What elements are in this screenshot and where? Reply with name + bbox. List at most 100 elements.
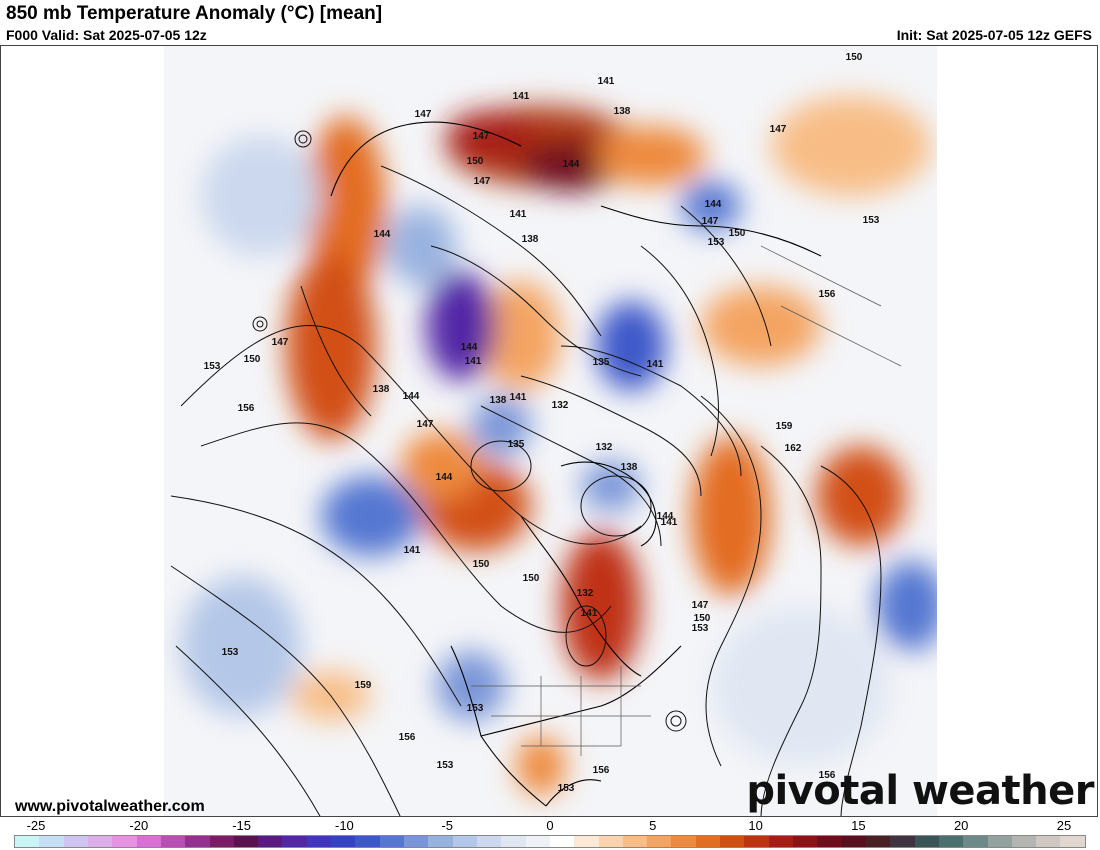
contour-labels: 150 141 141 147 138 147 147 150 147 144 144 141 147 1…: [204, 52, 880, 794]
contour-label: 141: [404, 545, 421, 556]
contour-label: 141: [510, 392, 527, 403]
colorbar-swatch: [841, 836, 866, 847]
colorbar-swatch: [379, 836, 404, 847]
contour-label: 141: [581, 608, 598, 619]
contour-label: 150: [694, 613, 711, 624]
contour-label: 147: [415, 109, 432, 120]
colorbar-swatch: [1036, 836, 1061, 847]
contour-label: 132: [596, 442, 613, 453]
contour-label: 156: [819, 770, 836, 781]
contour-label: 147: [692, 600, 709, 611]
contour-label: 132: [577, 588, 594, 599]
contour-label: 159: [776, 421, 793, 432]
colorbar-swatch: [1011, 836, 1037, 847]
colorbar-swatch: [112, 836, 137, 847]
colorbar-tick-label: -20: [129, 818, 149, 833]
colorbar-swatch: [890, 836, 915, 847]
contour-label: 156: [399, 732, 416, 743]
contour-label: 144: [403, 391, 420, 402]
colorbar-ticks: -25 -20 -15 -10 -5 0 5 10 15 20 25: [0, 818, 1100, 834]
colorbar-tick-label: 25: [1056, 818, 1072, 833]
colorbar-swatch: [355, 836, 380, 847]
contour-label: 147: [474, 176, 491, 187]
map-title: 850 mb Temperature Anomaly (°C) [mean]: [6, 3, 383, 24]
contour-label: 144: [563, 159, 580, 170]
contour-label: 150: [846, 52, 863, 63]
contour-label: 138: [614, 106, 631, 117]
colorbar-swatch: [914, 836, 939, 847]
colorbar-swatch: [549, 836, 575, 847]
colorbar-swatch: [768, 836, 793, 847]
contour-label: 132: [552, 400, 569, 411]
contour-label: 156: [593, 765, 610, 776]
contour-label: 135: [593, 357, 610, 368]
colorbar-swatch: [574, 836, 599, 847]
colorbar-swatch: [598, 836, 623, 847]
colorbar-swatch: [525, 836, 550, 847]
contour-label: 141: [513, 91, 530, 102]
contour-label: 153: [692, 623, 709, 634]
contour-label: 162: [785, 443, 802, 454]
contour-label: 147: [272, 337, 289, 348]
contour-label: 153: [204, 361, 221, 372]
colorbar-tick-label: 15: [851, 818, 866, 833]
colorbar: [14, 835, 1086, 848]
contour-label: 150: [523, 573, 540, 584]
map-frame: 150 141 141 147 138 147 147 150 147 144 144 141 147 1…: [0, 45, 1098, 817]
contour-label: 153: [222, 647, 239, 658]
anomaly-map: 150 141 141 147 138 147 147 150 147 144 144 141 147 1…: [164, 46, 937, 816]
colorbar-swatch: [671, 836, 696, 847]
colorbar-swatch: [501, 836, 526, 847]
contour-label: 144: [436, 472, 453, 483]
colorbar-swatch: [331, 836, 356, 847]
contour-label: 153: [863, 215, 880, 226]
colorbar-tick-label: 0: [546, 818, 554, 833]
contour-label: 141: [510, 209, 527, 220]
contour-label: 138: [490, 395, 507, 406]
contour-label: 141: [465, 356, 482, 367]
contour-label: 156: [238, 403, 255, 414]
colorbar-swatch: [258, 836, 283, 847]
contour-label: 144: [461, 342, 478, 353]
contour-label: 144: [657, 511, 674, 522]
colorbar-swatch: [87, 836, 113, 847]
contour-label: 153: [558, 783, 575, 794]
colorbar-swatch: [938, 836, 964, 847]
contour-label: 150: [473, 559, 490, 570]
colorbar-swatch: [695, 836, 721, 847]
colorbar-swatch: [39, 836, 64, 847]
colorbar-swatch: [136, 836, 161, 847]
colorbar-swatch: [160, 836, 186, 847]
colorbar-swatch: [209, 836, 234, 847]
contour-label: 147: [473, 131, 490, 142]
height-contours: [170, 130, 882, 816]
contour-label: 144: [374, 229, 391, 240]
colorbar-swatch: [63, 836, 88, 847]
colorbar-tick-label: 5: [649, 818, 657, 833]
coastlines: [330, 121, 822, 807]
website-label[interactable]: www.pivotalweather.com: [15, 798, 205, 815]
colorbar-swatch: [476, 836, 502, 847]
colorbar-swatch: [404, 836, 429, 847]
contour-label: 156: [819, 289, 836, 300]
brand-logo: pivotal weather: [746, 768, 1094, 814]
colorbar-swatch: [720, 836, 745, 847]
contour-label: 141: [598, 76, 615, 87]
colorbar-tick-label: -25: [26, 818, 46, 833]
contour-label: 147: [770, 124, 787, 135]
colorbar-swatch: [282, 836, 307, 847]
colorbar-swatch: [793, 836, 818, 847]
colorbar-tick-label: -5: [441, 818, 453, 833]
colorbar-swatch: [987, 836, 1012, 847]
contour-label: 159: [355, 680, 372, 691]
contour-label: 153: [467, 703, 484, 714]
contour-label: 138: [621, 462, 638, 473]
colorbar-swatch: [1060, 836, 1085, 847]
contour-label: 147: [702, 216, 719, 227]
contour-label: 153: [437, 760, 454, 771]
colorbar-tick-label: 20: [953, 818, 969, 833]
colorbar-swatch: [647, 836, 672, 847]
political-borders: [471, 245, 902, 756]
contour-label: 150: [729, 228, 746, 239]
colorbar-swatch: [15, 836, 40, 847]
